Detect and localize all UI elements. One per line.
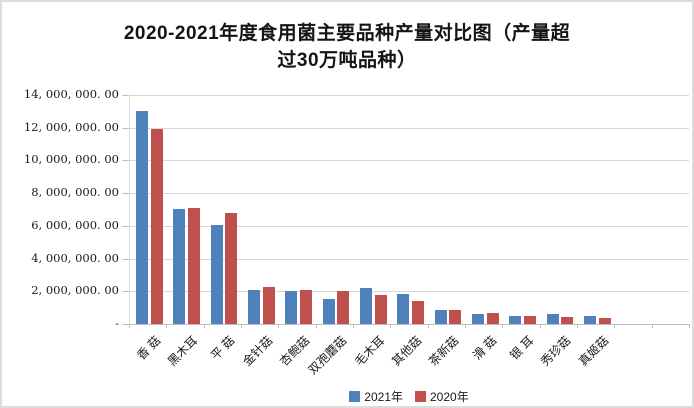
gridline [129,258,689,260]
bar [210,225,223,324]
legend-label: 2020年 [430,389,469,404]
gridline [129,127,689,129]
y-tick-label: 4, 000, 000. 00 [31,250,119,265]
y-tick-mark [122,225,129,227]
bar [225,212,238,324]
legend-swatch [415,390,426,402]
x-tick-mark [278,324,280,328]
bar [598,317,611,324]
bar [173,208,186,324]
y-tick-label: 6, 000, 000. 00 [31,217,119,232]
x-tick-mark [353,324,354,328]
legend-item: 2021年 [349,388,403,405]
x-tick-mark [465,324,466,328]
x-tick-mark [427,324,429,328]
y-tick-label: - [115,316,119,330]
y-tick-label: 12, 000, 000. 00 [23,119,119,134]
bar [397,293,410,324]
x-tick-mark [539,324,541,328]
bar [360,288,372,324]
legend-label: 2021年 [364,389,403,404]
x-axis-line [129,324,689,325]
y-tick-mark [122,324,129,325]
legend: 2021年 2020年 [129,388,689,404]
bar [561,317,574,324]
y-tick-mark [122,127,129,129]
x-tick-mark [315,324,317,328]
x-tick-mark [241,324,242,328]
gridline [129,225,689,227]
bar [523,316,536,324]
bar [486,313,499,324]
y-tick-mark [122,258,129,260]
bar [299,289,312,324]
y-tick-label: 8, 000, 000. 00 [31,185,119,200]
gridline [129,95,689,96]
x-tick-mark [614,324,616,328]
bar [546,314,559,324]
bar [411,301,424,324]
bar [584,315,596,324]
chart-title-line2: 过30万吨品种） [277,50,417,71]
x-tick-mark [651,324,653,328]
legend-swatch [349,390,361,402]
bar [322,298,335,324]
y-tick-label: 2, 000, 000. 00 [31,283,119,298]
bar [449,309,462,324]
chart-title: 2020-2021年度食用菌主要品种产量对比图（产量超 过30万吨品种） [2,20,692,74]
chart-title-line1: 2020-2021年度食用菌主要品种产量对比图（产量超 [123,23,571,44]
y-tick-mark [122,291,129,293]
legend-item: 2020年 [415,388,469,405]
y-tick-label: 10, 000, 000. 00 [23,152,119,167]
bar [509,316,522,324]
x-tick-mark [577,324,578,328]
bar [472,313,484,324]
bar [374,294,387,324]
x-tick-mark [166,324,168,328]
x-tick-mark [203,324,205,328]
bar [285,291,298,324]
x-tick-mark [689,324,690,328]
gridline [129,193,689,195]
bar [434,310,447,324]
y-axis-line [129,95,130,324]
y-tick-mark [122,95,129,96]
bar [187,208,200,324]
x-tick-mark [129,324,130,328]
y-tick-mark [122,193,129,195]
bar [248,289,260,324]
y-tick-mark [122,160,129,162]
x-tick-mark [502,324,504,328]
y-tick-label: 14, 000, 000. 00 [23,87,119,101]
bar [150,129,163,324]
bar [262,287,275,324]
bar [136,111,148,324]
gridline [129,291,689,293]
x-tick-mark [390,324,392,328]
gridline [129,160,689,162]
bar [337,291,350,324]
